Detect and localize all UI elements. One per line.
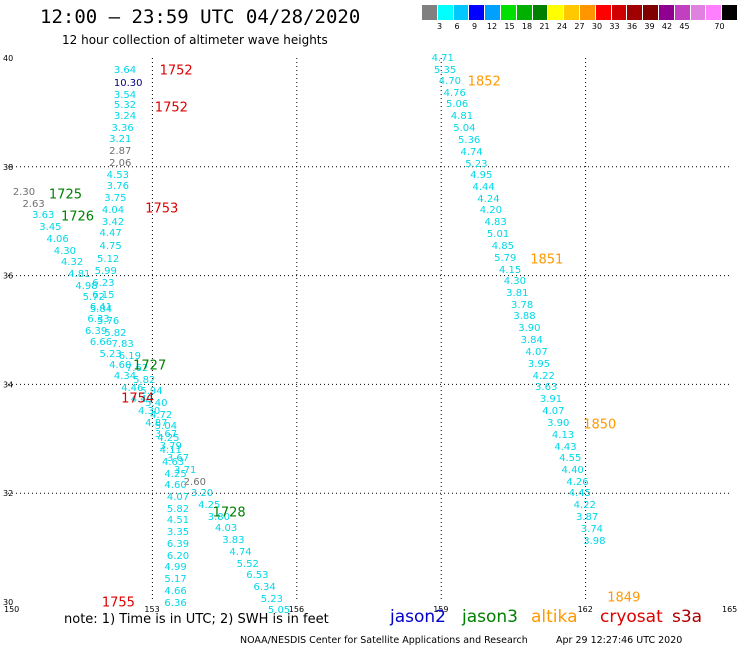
- latitude-tick-label: 30: [3, 598, 13, 607]
- scale-swatch: [516, 5, 533, 20]
- scale-swatch: [422, 5, 438, 20]
- longitude-tick-label: 165: [722, 605, 737, 614]
- scale-swatch: [627, 5, 644, 20]
- scale-label: 42: [661, 22, 673, 31]
- scale-swatch: [532, 5, 549, 20]
- color-scale-bar: [422, 5, 738, 20]
- longitude-tick-label: 156: [289, 605, 304, 614]
- scale-swatch: [690, 5, 707, 20]
- generated-timestamp: Apr 29 12:27:46 UTC 2020: [556, 635, 683, 646]
- scale-swatch: [611, 5, 628, 20]
- scale-swatch: [674, 5, 691, 20]
- legend-altika: altika: [531, 607, 578, 627]
- scale-swatch: [469, 5, 486, 20]
- map-subtitle: 12 hour collection of altimeter wave hei…: [62, 33, 328, 47]
- latitude-tick-label: 32: [3, 489, 13, 498]
- map-title: 12:00 – 23:59 UTC 04/28/2020: [40, 6, 361, 28]
- scale-label: 33: [609, 22, 620, 31]
- scale-swatch: [579, 5, 596, 20]
- longitude-tick-label: 150: [4, 605, 19, 614]
- legend-jason2: jason2: [390, 607, 446, 627]
- scale-label: 12: [486, 22, 498, 31]
- legend-jason3: jason3: [462, 607, 518, 627]
- scale-label: 24: [556, 22, 568, 31]
- scale-swatch: [500, 5, 517, 20]
- scale-swatch: [437, 5, 454, 20]
- scale-swatch: [658, 5, 675, 20]
- latitude-tick-label: 38: [3, 163, 13, 172]
- scale-label: 3: [436, 22, 443, 31]
- scale-swatch: [564, 5, 580, 20]
- latitude-tick-label: 36: [3, 272, 13, 281]
- scale-label: 15: [504, 22, 515, 31]
- scale-label: 21: [539, 22, 550, 31]
- scale-label: 36: [626, 22, 638, 31]
- latitude-tick-label: 34: [3, 380, 13, 389]
- legend-cryosat: cryosat: [600, 607, 663, 627]
- scale-swatch: [722, 5, 738, 20]
- scale-label: 6: [454, 22, 460, 31]
- scale-label: 27: [574, 22, 585, 31]
- scale-label: 9: [471, 22, 478, 31]
- scale-swatch: [643, 5, 659, 20]
- scale-swatch: [453, 5, 470, 20]
- scale-swatch: [706, 5, 723, 20]
- latitude-tick-label: 40: [3, 54, 13, 63]
- scale-label: 70: [714, 22, 725, 31]
- credit-text: NOAA/NESDIS Center for Satellite Applica…: [240, 635, 528, 646]
- longitude-tick-label: 153: [144, 605, 159, 614]
- longitude-tick-label: 159: [433, 605, 448, 614]
- footer-note: note: 1) Time is in UTC; 2) SWH is in fe…: [64, 612, 329, 627]
- scale-swatch: [485, 5, 501, 20]
- scale-label: 39: [644, 22, 655, 31]
- scale-label: 18: [521, 22, 533, 31]
- scale-label: 45: [679, 22, 690, 31]
- scale-swatch: [595, 5, 612, 20]
- legend-s3a: s3a: [672, 607, 703, 627]
- longitude-tick-label: 162: [578, 605, 593, 614]
- scale-label: 30: [591, 22, 603, 31]
- scale-swatch: [548, 5, 565, 20]
